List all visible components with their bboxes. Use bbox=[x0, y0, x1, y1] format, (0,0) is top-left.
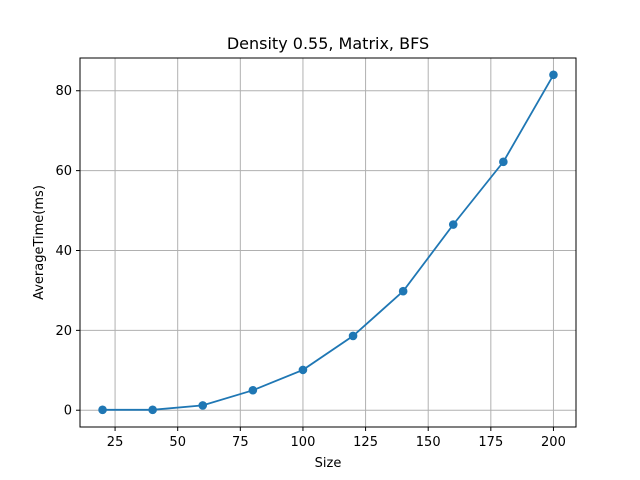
y-tick-label: 60 bbox=[55, 164, 72, 179]
data-point bbox=[348, 331, 358, 341]
x-axis-label: Size bbox=[315, 456, 342, 471]
y-tick-label: 0 bbox=[64, 404, 72, 419]
data-point bbox=[499, 157, 508, 167]
y-tick-label: 20 bbox=[55, 324, 72, 339]
x-tick-label: 25 bbox=[107, 435, 124, 450]
plot-frame bbox=[79, 57, 577, 428]
series-layer bbox=[98, 70, 558, 415]
y-tick-label: 80 bbox=[55, 84, 72, 99]
x-tick-label: 125 bbox=[353, 435, 378, 450]
data-point bbox=[248, 385, 258, 395]
x-tick-label: 150 bbox=[416, 435, 441, 450]
data-point bbox=[398, 286, 408, 296]
data-point bbox=[148, 405, 157, 415]
data-point bbox=[549, 70, 558, 80]
data-point bbox=[448, 220, 458, 229]
ticks: 25 50 75 100 125 150 175 200 0 20 40 60 80 bbox=[55, 84, 565, 450]
y-axis-label: AverageTime(ms) bbox=[32, 185, 47, 300]
x-tick-label: 100 bbox=[291, 435, 316, 450]
x-tick-label: 200 bbox=[541, 435, 566, 450]
chart-title: Density 0.55, Matrix, BFS bbox=[227, 34, 429, 53]
series-line bbox=[102, 74, 555, 411]
x-tick-label: 75 bbox=[232, 435, 249, 450]
grid bbox=[80, 58, 576, 427]
data-point bbox=[98, 405, 107, 415]
y-tick-label: 40 bbox=[55, 244, 72, 259]
data-point bbox=[198, 401, 208, 410]
x-tick-label: 175 bbox=[478, 435, 503, 450]
data-point bbox=[298, 365, 308, 375]
x-tick-label: 50 bbox=[169, 435, 186, 450]
